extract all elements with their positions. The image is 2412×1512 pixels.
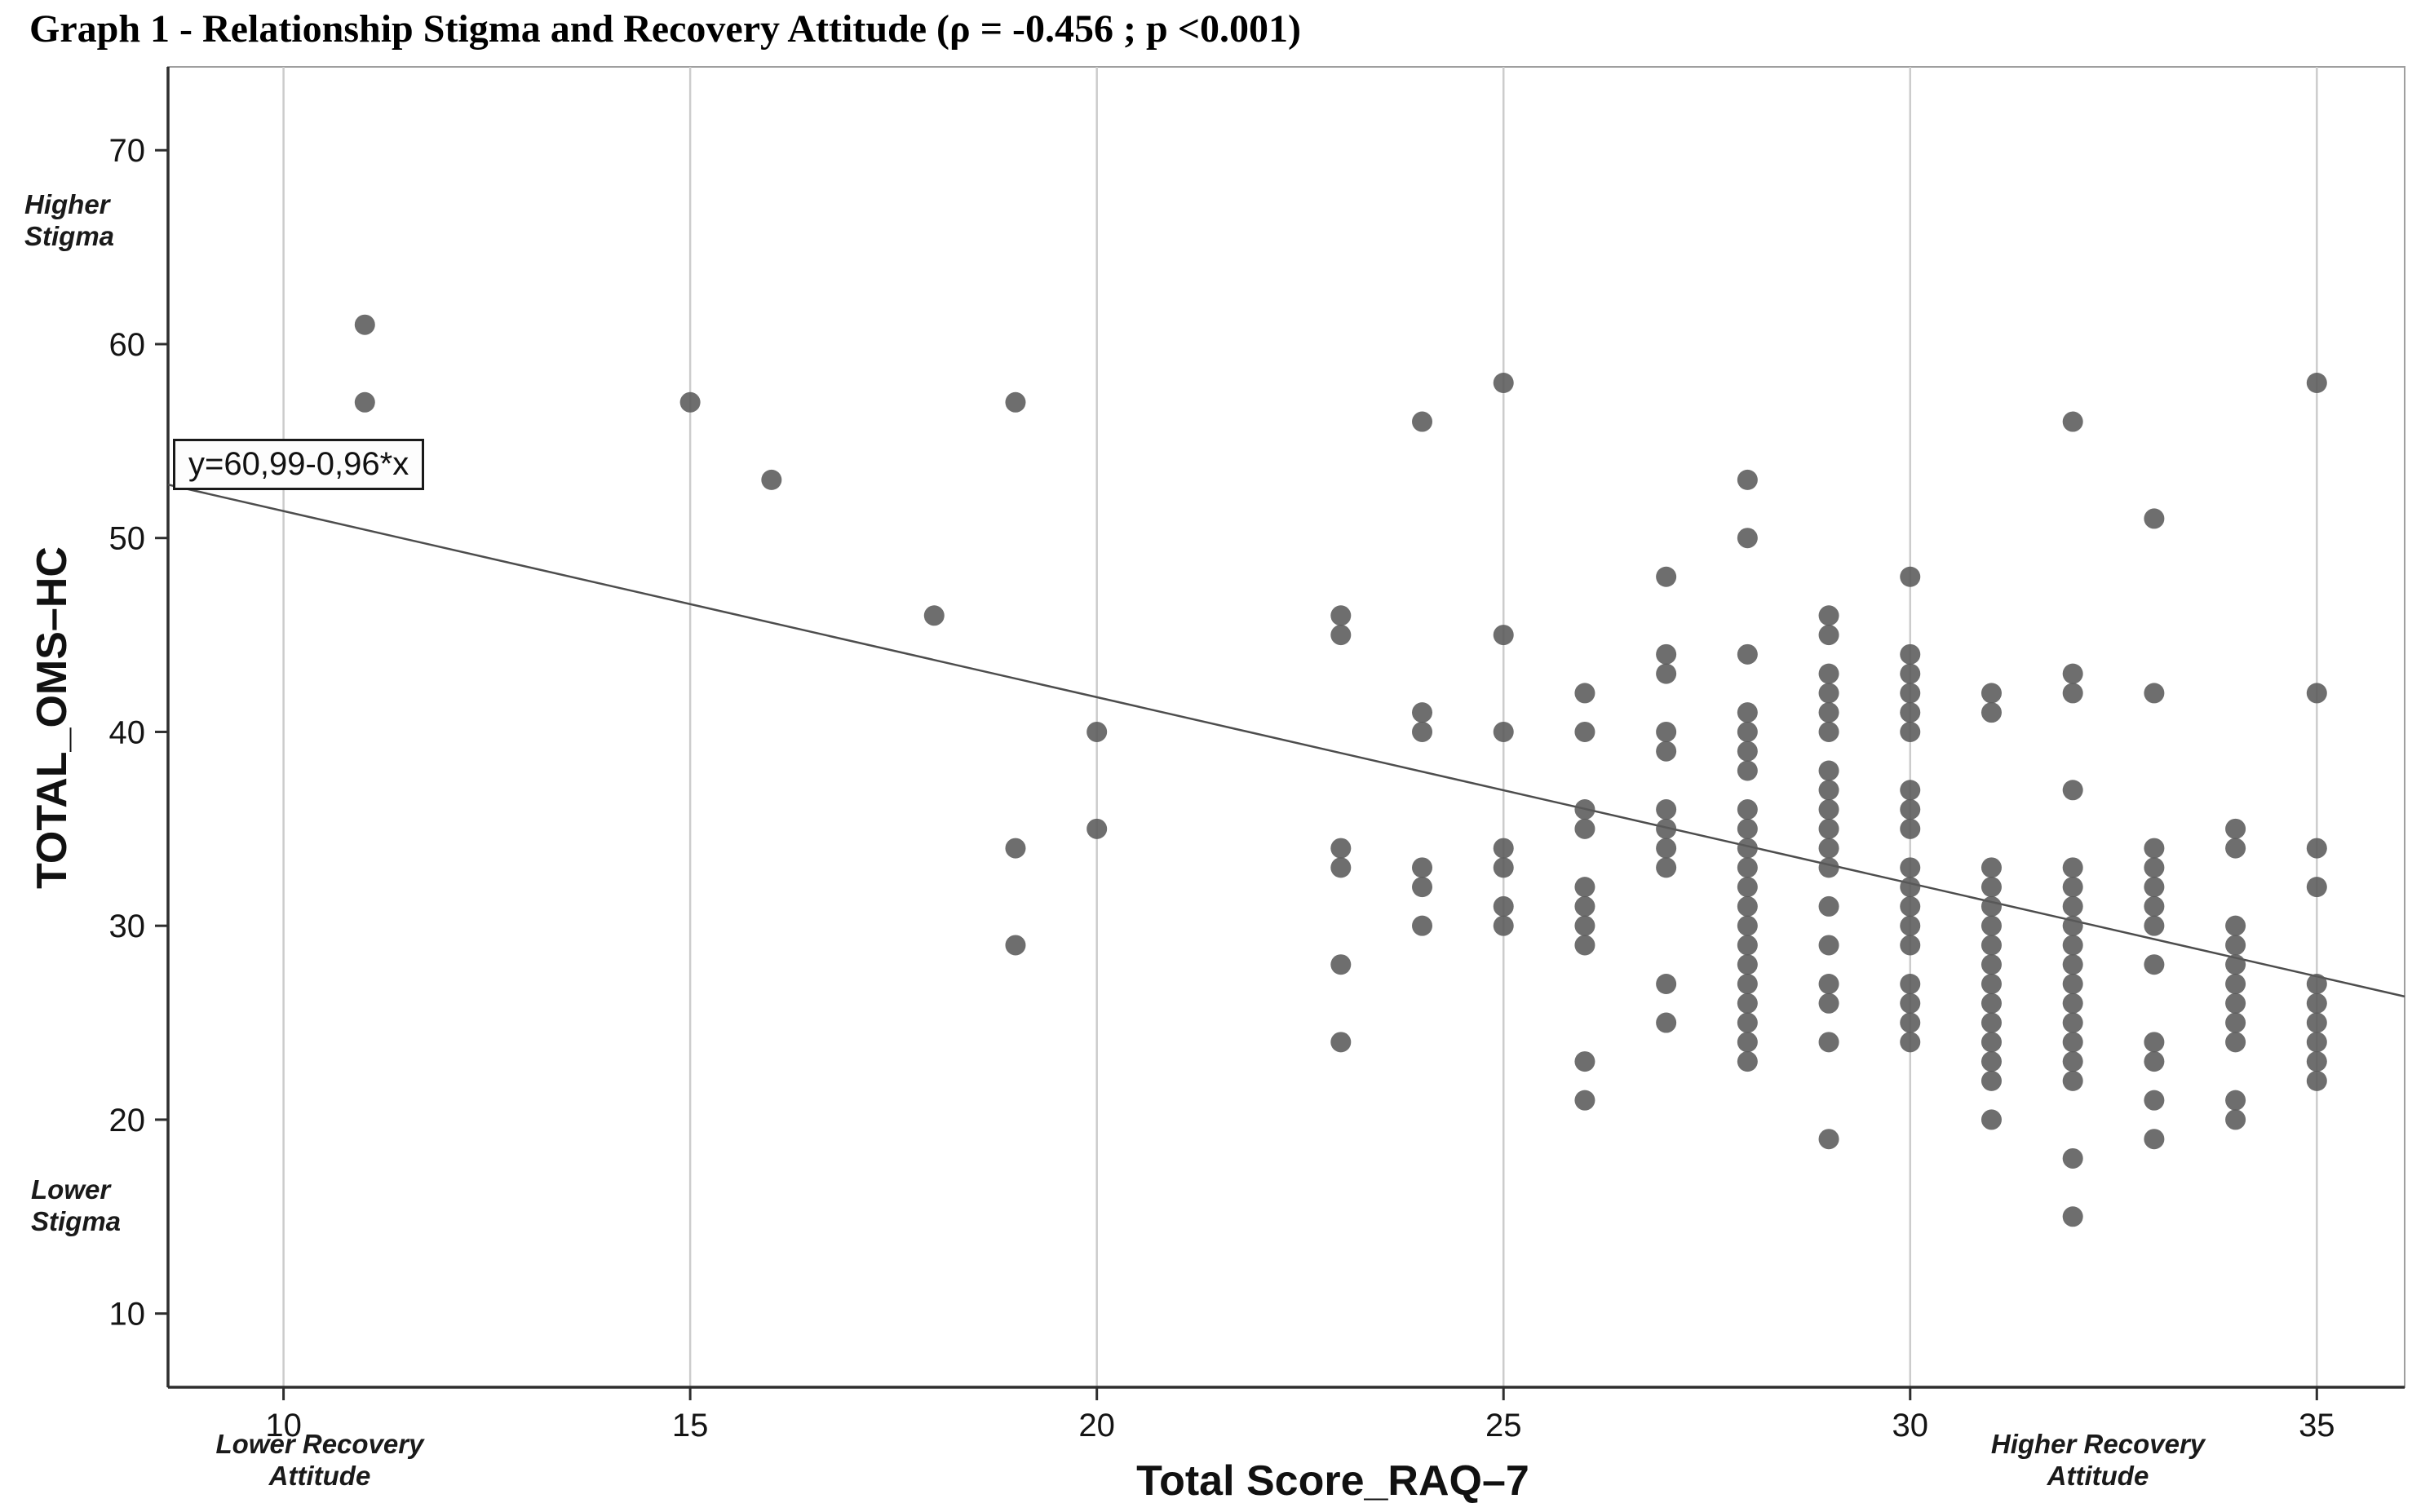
svg-text:25: 25: [1485, 1408, 1522, 1443]
annotation-line: Higher Recovery: [1990, 1429, 2206, 1459]
svg-text:10: 10: [109, 1297, 146, 1333]
svg-text:60: 60: [109, 327, 146, 363]
svg-text:50: 50: [109, 521, 146, 557]
svg-text:70: 70: [109, 133, 146, 169]
annotation-line: Lower Recovery: [215, 1429, 424, 1459]
svg-text:10: 10: [265, 1408, 302, 1443]
lower-stigma-label: Lower Stigma: [31, 1174, 121, 1238]
annotation-line: Higher: [24, 189, 110, 219]
svg-text:30: 30: [109, 909, 146, 944]
annotation-line: Stigma: [31, 1205, 122, 1236]
svg-text:15: 15: [672, 1408, 709, 1443]
svg-text:30: 30: [1892, 1408, 1929, 1443]
svg-text:20: 20: [1078, 1408, 1115, 1443]
svg-text:20: 20: [109, 1103, 146, 1138]
annotation-line: Attitude: [268, 1460, 371, 1491]
x-axis-title: Total Score_RAQ–7: [1136, 1457, 1529, 1505]
svg-text:40: 40: [109, 714, 146, 750]
svg-text:35: 35: [2299, 1408, 2335, 1443]
y-axis-title: TOTAL_OMS–HC: [29, 546, 76, 889]
chart-title: Graph 1 - Relationship Stigma and Recove…: [29, 7, 1302, 51]
lower-recovery-attitude-label: Lower Recovery Attitude: [216, 1429, 424, 1492]
annotation-line: Attitude: [2047, 1460, 2149, 1491]
higher-recovery-attitude-label: Higher Recovery Attitude: [1991, 1429, 2205, 1492]
annotation-line: Stigma: [24, 220, 115, 251]
annotation-line: Lower: [31, 1174, 111, 1205]
higher-stigma-label: Higher Stigma: [24, 189, 114, 253]
regression-equation-label: y=60,99-0,96*x: [173, 439, 425, 490]
